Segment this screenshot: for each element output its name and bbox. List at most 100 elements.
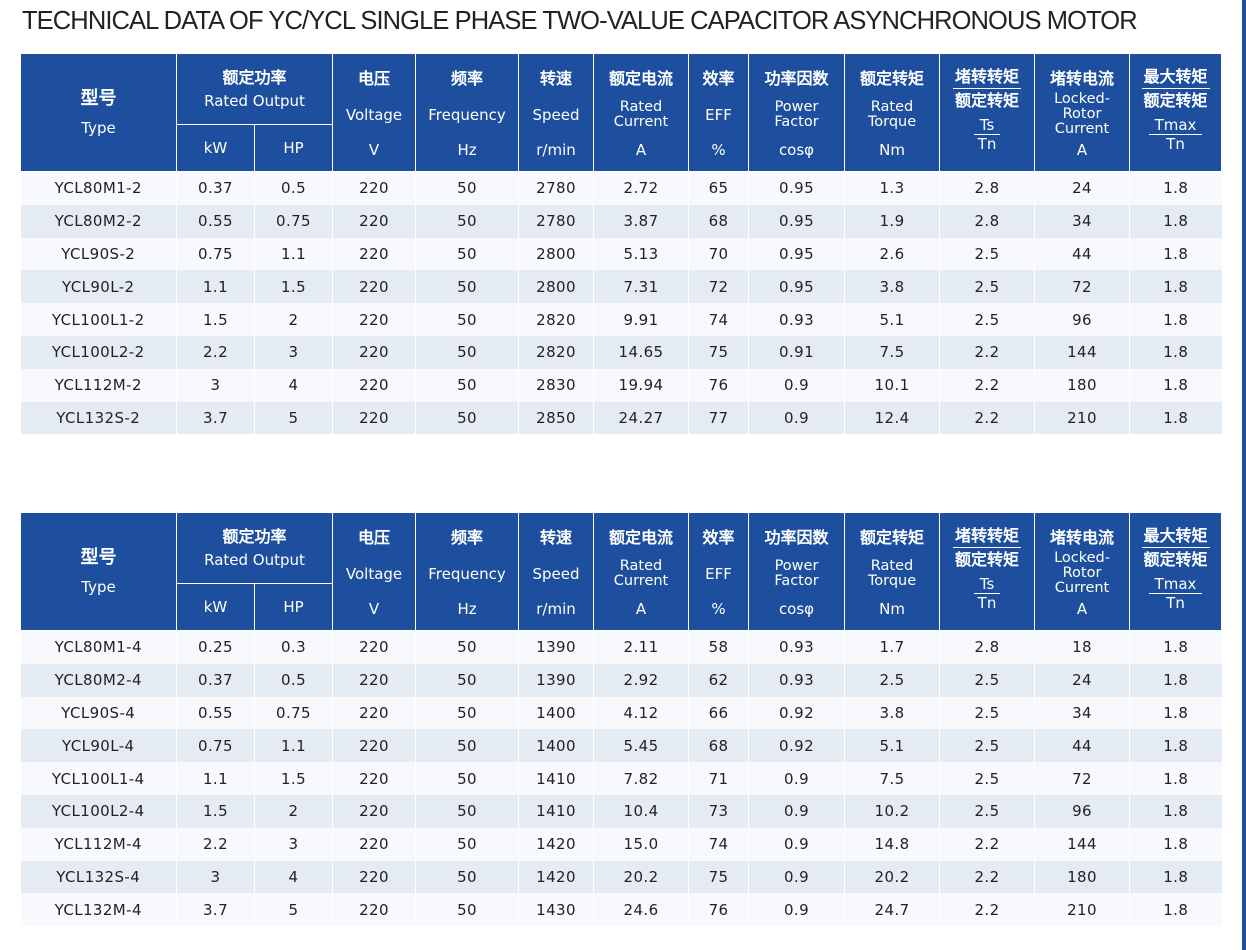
value-cell: 2.8	[939, 204, 1036, 238]
value-cell: 210	[1034, 893, 1131, 927]
value-cell: 0.9	[748, 368, 846, 402]
value-cell: 14.8	[844, 827, 941, 861]
col-hp-header: HP	[253, 583, 334, 631]
col-locked-rotor-current-header: 堵转电流 Locked- Rotor Current A	[1034, 53, 1131, 172]
value-cell: 0.5	[254, 663, 334, 697]
value-cell: 75	[688, 335, 750, 369]
value-cell: 2800	[518, 270, 595, 304]
value-cell: 3	[176, 368, 255, 402]
value-cell: 72	[1034, 762, 1131, 795]
page-title: TECHNICAL DATA OF YC/YCL SINGLE PHASE TW…	[22, 7, 1138, 35]
value-cell: 70	[688, 237, 750, 271]
value-cell: 0.93	[748, 303, 846, 336]
value-cell: 2.8	[939, 630, 1036, 664]
value-cell: 220	[332, 762, 417, 795]
value-cell: 1400	[518, 696, 595, 730]
value-cell: 96	[1034, 794, 1131, 828]
value-cell: 220	[332, 335, 417, 369]
value-cell: 0.9	[748, 401, 846, 435]
value-cell: 9.91	[593, 303, 690, 336]
value-cell: 1.1	[176, 270, 255, 304]
value-cell: 24.7	[844, 893, 941, 927]
value-cell: 1.5	[254, 762, 334, 795]
table-row: YCL90S-2 0.75 1.1 220 50 2800 5.13 70 0.95 2.6 2.5…	[20, 237, 1222, 271]
value-cell: 5	[254, 893, 334, 927]
value-cell: 2.2	[176, 827, 255, 861]
value-cell: 50	[415, 368, 520, 402]
value-cell: 2.6	[844, 237, 941, 271]
value-cell: 3.8	[844, 270, 941, 304]
value-cell: 58	[688, 630, 750, 664]
value-cell: 65	[688, 171, 750, 205]
value-cell: 50	[415, 171, 520, 205]
table-row: YCL100L1-2 1.5 2 220 50 2820 9.91 74 0.93 5.1 2.5 9…	[20, 303, 1222, 336]
value-cell: 2780	[518, 204, 595, 238]
value-cell: 220	[332, 794, 417, 828]
model-cell: YCL90L-2	[20, 270, 177, 304]
value-cell: 1420	[518, 860, 595, 894]
model-cell: YCL132M-4	[20, 893, 177, 927]
value-cell: 0.25	[176, 630, 255, 664]
value-cell: 220	[332, 860, 417, 894]
value-cell: 2.5	[939, 729, 1036, 763]
value-cell: 2.92	[593, 663, 690, 697]
value-cell: 220	[332, 630, 417, 664]
table-row: YCL100L2-4 1.5 2 220 50 1410 10.4 73 0.9 10.2 2.5 9…	[20, 794, 1222, 828]
value-cell: 3.7	[176, 893, 255, 927]
col-type-header: 型号 Type	[20, 512, 177, 631]
value-cell: 2	[254, 794, 334, 828]
value-cell: 24	[1034, 663, 1131, 697]
value-cell: 68	[688, 729, 750, 763]
col-speed-header: 转速 Speed r/min	[518, 53, 595, 172]
model-cell: YCL90S-4	[20, 696, 177, 730]
model-cell: YCL80M2-4	[20, 663, 177, 697]
value-cell: 2850	[518, 401, 595, 435]
col-rated-current-header: 额定电流 Rated Current A	[593, 53, 690, 172]
value-cell: 1390	[518, 663, 595, 697]
value-cell: 4.12	[593, 696, 690, 730]
value-cell: 5.13	[593, 237, 690, 271]
value-cell: 2.5	[939, 696, 1036, 730]
value-cell: 0.37	[176, 663, 255, 697]
value-cell: 220	[332, 237, 417, 271]
value-cell: 220	[332, 729, 417, 763]
model-cell: YCL132S-2	[20, 401, 177, 435]
value-cell: 76	[688, 893, 750, 927]
value-cell: 7.31	[593, 270, 690, 304]
value-cell: 1.8	[1129, 630, 1222, 664]
value-cell: 1.8	[1129, 893, 1222, 927]
value-cell: 220	[332, 401, 417, 435]
value-cell: 50	[415, 204, 520, 238]
value-cell: 2.5	[844, 663, 941, 697]
value-cell: 24.6	[593, 893, 690, 927]
value-cell: 96	[1034, 303, 1131, 336]
value-cell: 3	[176, 860, 255, 894]
value-cell: 220	[332, 663, 417, 697]
col-type-header: 型号 Type	[20, 53, 177, 172]
col-power-factor-header: 功率因数 Power Factor cosφ	[748, 512, 846, 631]
value-cell: 5.1	[844, 303, 941, 336]
table-row: YCL112M-4 2.2 3 220 50 1420 15.0 74 0.9 14.8 2.2 14…	[20, 827, 1222, 861]
value-cell: 1.8	[1129, 204, 1222, 238]
value-cell: 210	[1034, 401, 1131, 435]
value-cell: 18	[1034, 630, 1131, 664]
value-cell: 50	[415, 303, 520, 336]
value-cell: 10.1	[844, 368, 941, 402]
value-cell: 4	[254, 368, 334, 402]
value-cell: 2.5	[939, 762, 1036, 795]
value-cell: 1.1	[254, 237, 334, 271]
col-rated-output-header: 额定功率 Rated Output	[175, 512, 334, 584]
value-cell: 10.2	[844, 794, 941, 828]
value-cell: 220	[332, 303, 417, 336]
value-cell: 1.8	[1129, 762, 1222, 795]
value-cell: 72	[688, 270, 750, 304]
value-cell: 76	[688, 368, 750, 402]
col-tmax-tn-header: 最大转矩 额定转矩 Tmax Tn	[1129, 53, 1223, 172]
value-cell: 1.8	[1129, 368, 1222, 402]
col-eff-header: 效率 EFF %	[688, 512, 750, 631]
value-cell: 1.9	[844, 204, 941, 238]
value-cell: 1.5	[254, 270, 334, 304]
value-cell: 73	[688, 794, 750, 828]
value-cell: 12.4	[844, 401, 941, 435]
value-cell: 50	[415, 630, 520, 664]
